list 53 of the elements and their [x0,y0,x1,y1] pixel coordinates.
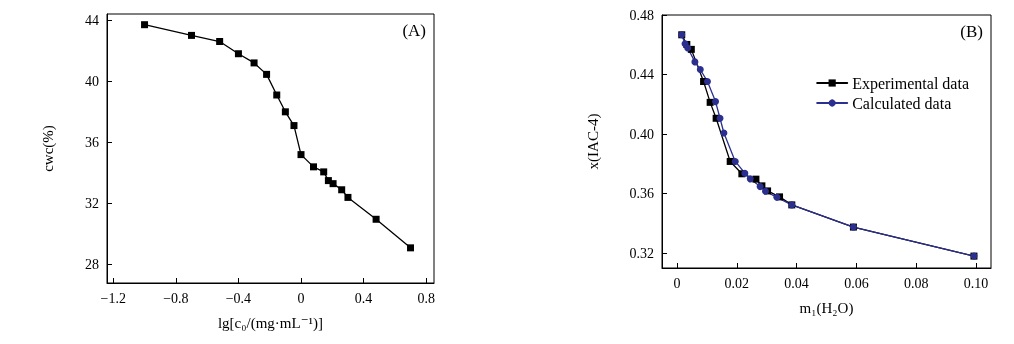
point [290,122,298,130]
x-tick-label: −0.8 [163,290,189,306]
point [712,98,720,106]
y-tick-label: 32 [85,196,99,212]
point [310,163,318,171]
point [141,21,149,29]
x-tick-label: 0 [673,275,681,291]
point [329,180,337,188]
point [216,38,224,46]
x-tick-label: 0.4 [354,290,373,306]
y-axis-title: cwc(%) [39,125,57,172]
point [187,31,195,39]
point [731,157,739,165]
point [746,175,754,183]
y-tick-label: 0.36 [629,186,654,202]
point [696,65,704,73]
x-tick-label: 0.06 [844,275,869,291]
x-tick-label: 0.10 [963,275,989,291]
y-tick-label: 28 [85,257,99,273]
y-tick-label: 44 [85,12,99,28]
y-tick-label: 36 [85,134,99,150]
x-tick-label: −1.2 [100,290,126,306]
y-tick-label: 40 [85,73,99,89]
point [281,108,289,116]
point [407,244,415,252]
annotation: (A) [402,21,427,40]
legend-label: Calculated data [852,94,952,112]
x-tick-label: 0.04 [784,275,809,291]
point [273,91,281,99]
x-tick-label: −0.4 [225,290,252,306]
y-axis-title: x(IAC-4) [584,113,602,170]
x-axis-title: lg[c₀/(mg·mL⁻¹)] [217,314,324,332]
point [338,186,346,194]
point [344,193,352,201]
x-axis-title: m₁(H₂O) [799,299,854,317]
point [716,114,724,122]
point [320,168,328,176]
point [263,70,271,78]
point [372,215,380,223]
point [297,151,305,159]
point [234,50,242,58]
y-tick-label: 0.48 [629,7,654,23]
x-tick-label: 0.08 [903,275,929,291]
point [250,59,258,67]
annotation: (B) [960,22,984,41]
y-tick-label: 0.44 [629,67,654,83]
point [691,58,699,66]
y-tick-label: 0.40 [629,126,654,142]
x-tick-label: 0.8 [417,290,435,306]
y-tick-label: 0.32 [629,245,654,261]
x-tick-label: 0 [297,290,305,306]
x-tick-label: 0.02 [724,275,750,291]
legend-label: Experimental data [852,74,970,93]
